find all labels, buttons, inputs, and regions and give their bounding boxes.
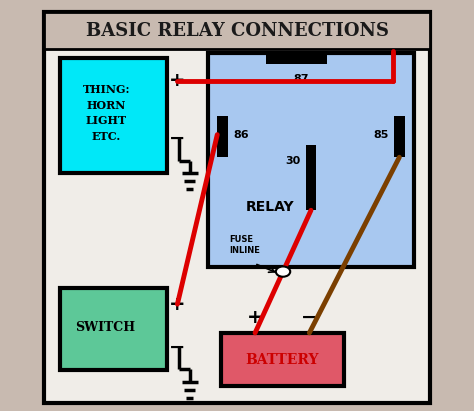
FancyBboxPatch shape [220, 333, 344, 386]
Text: SWITCH: SWITCH [75, 321, 135, 334]
Text: 87: 87 [293, 74, 309, 84]
Text: THING:
HORN
LIGHT
ETC.: THING: HORN LIGHT ETC. [82, 84, 130, 141]
Text: 86: 86 [233, 129, 248, 140]
Text: +: + [169, 295, 186, 314]
Text: 30: 30 [285, 156, 301, 166]
Text: FUSE
INLINE: FUSE INLINE [229, 235, 261, 255]
FancyBboxPatch shape [306, 145, 316, 210]
Text: +: + [247, 308, 264, 327]
Text: −: − [301, 308, 318, 327]
FancyBboxPatch shape [266, 55, 328, 64]
FancyBboxPatch shape [60, 288, 167, 370]
FancyBboxPatch shape [394, 116, 405, 157]
Text: BASIC RELAY CONNECTIONS: BASIC RELAY CONNECTIONS [85, 22, 389, 40]
FancyBboxPatch shape [44, 12, 430, 49]
FancyBboxPatch shape [217, 116, 228, 157]
FancyBboxPatch shape [60, 58, 167, 173]
FancyBboxPatch shape [44, 12, 430, 403]
Text: −: − [169, 129, 185, 148]
FancyBboxPatch shape [208, 53, 414, 267]
Text: +: + [169, 71, 186, 90]
Text: −: − [169, 337, 185, 356]
Text: RELAY: RELAY [246, 200, 294, 214]
Ellipse shape [276, 266, 290, 277]
Text: BATTERY: BATTERY [246, 353, 319, 367]
Text: 85: 85 [374, 129, 389, 140]
